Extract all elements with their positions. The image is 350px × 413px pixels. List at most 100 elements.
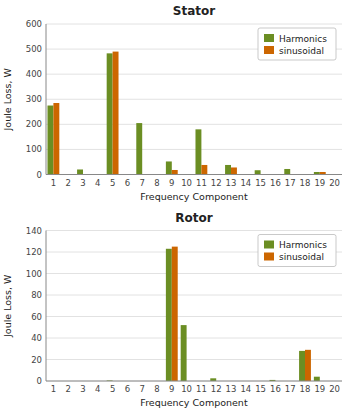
- x-tick-label: 19: [314, 384, 325, 394]
- legend: Harmonics sinusoidal: [258, 235, 336, 267]
- x-tick-label: 18: [300, 384, 311, 394]
- grid-line: [46, 99, 342, 100]
- x-tick-label: 4: [95, 178, 100, 188]
- x-tick-label: 1: [51, 384, 56, 394]
- x-tick-label: 16: [270, 178, 281, 188]
- x-tick-label: 13: [226, 178, 237, 188]
- x-tick-label: 6: [125, 178, 130, 188]
- x-tick-label: 11: [196, 384, 207, 394]
- figure: Stator0100200300400500600123456789101112…: [0, 0, 350, 413]
- grid-line: [46, 295, 342, 296]
- x-tick-label: 3: [80, 384, 85, 394]
- x-axis-label: Frequency Component: [140, 191, 248, 202]
- y-tick-label: 80: [31, 290, 42, 300]
- bar: [172, 170, 178, 175]
- legend-swatch: [264, 46, 274, 54]
- y-tick-label: 20: [31, 355, 42, 365]
- bar: [305, 350, 311, 381]
- legend-label: sinusoidal: [279, 46, 324, 56]
- y-axis-line: [46, 231, 47, 382]
- y-tick-label: 140: [26, 226, 42, 236]
- legend-frame: [258, 28, 336, 60]
- chart-title: Rotor: [175, 211, 212, 225]
- grid-line: [46, 74, 342, 75]
- legend-swatch: [264, 241, 274, 249]
- x-tick-label: 12: [211, 384, 222, 394]
- x-tick-label: 20: [329, 384, 340, 394]
- bar: [47, 106, 53, 175]
- x-tick-label: 9: [169, 384, 174, 394]
- x-tick-label: 14: [240, 178, 251, 188]
- x-tick-label: 14: [240, 384, 251, 394]
- y-axis-line: [46, 24, 47, 175]
- bar: [314, 377, 320, 381]
- grid-line: [46, 273, 342, 274]
- grid-line: [46, 174, 342, 175]
- bars: [47, 52, 334, 175]
- x-tick-label: 15: [255, 384, 266, 394]
- x-tick-label: 19: [314, 178, 325, 188]
- y-tick-label: 500: [26, 44, 42, 54]
- grid-line: [46, 149, 342, 150]
- x-tick-label: 8: [154, 384, 159, 394]
- y-tick-label: 120: [26, 247, 42, 257]
- bar: [166, 161, 172, 174]
- bar: [299, 351, 305, 381]
- grid-line: [46, 338, 342, 339]
- chart-panel: Rotor02040608010012014012345678910111213…: [2, 211, 342, 409]
- x-tick-label: 18: [300, 178, 311, 188]
- x-tick-label: 10: [181, 178, 192, 188]
- bar: [77, 169, 83, 174]
- grid-line: [46, 230, 342, 231]
- bar: [113, 52, 119, 175]
- grid-line: [46, 381, 342, 382]
- bar: [284, 169, 290, 175]
- x-tick-label: 13: [226, 384, 237, 394]
- bar: [225, 165, 231, 175]
- x-tick-label: 7: [139, 178, 144, 188]
- legend-label: Harmonics: [279, 240, 327, 250]
- y-tick-label: 0: [37, 170, 42, 180]
- bar: [255, 170, 261, 174]
- y-tick-label: 40: [31, 333, 42, 343]
- legend-swatch: [264, 253, 274, 261]
- grid-line: [46, 24, 342, 25]
- y-tick-label: 60: [31, 312, 42, 322]
- x-tick-label: 11: [196, 178, 207, 188]
- bar: [107, 53, 113, 174]
- x-tick-label: 20: [329, 178, 340, 188]
- y-tick-label: 0: [37, 376, 42, 386]
- x-tick-label: 9: [169, 178, 174, 188]
- x-tick-label: 4: [95, 384, 100, 394]
- bar: [166, 249, 172, 381]
- x-tick-label: 2: [65, 384, 70, 394]
- y-axis-label: Joule Loss, W: [2, 274, 13, 338]
- x-tick-label: 16: [270, 384, 281, 394]
- x-tick-label: 2: [65, 178, 70, 188]
- x-axis-label: Frequency Component: [140, 397, 248, 408]
- bar: [136, 123, 142, 174]
- y-axis-label: Joule Loss, W: [2, 67, 13, 131]
- x-tick-label: 15: [255, 178, 266, 188]
- x-tick-label: 5: [110, 178, 115, 188]
- chart-title: Stator: [173, 4, 215, 18]
- x-tick-label: 17: [285, 178, 296, 188]
- x-axis-line: [46, 381, 342, 382]
- legend-label: sinusoidal: [279, 252, 324, 262]
- chart-panel: Stator0100200300400500600123456789101112…: [2, 4, 342, 202]
- y-tick-label: 200: [26, 119, 42, 129]
- grid-line: [46, 124, 342, 125]
- x-tick-label: 5: [110, 384, 115, 394]
- y-tick-label: 600: [26, 19, 42, 29]
- y-tick-label: 300: [26, 94, 42, 104]
- x-tick-label: 3: [80, 178, 85, 188]
- legend-label: Harmonics: [279, 34, 327, 44]
- bar: [181, 325, 187, 381]
- bar: [53, 103, 59, 174]
- legend-swatch: [264, 34, 274, 42]
- legend: Harmonics sinusoidal: [258, 28, 336, 60]
- legend-frame: [258, 235, 336, 267]
- x-axis-line: [46, 174, 342, 175]
- x-tick-label: 10: [181, 384, 192, 394]
- x-tick-label: 6: [125, 384, 130, 394]
